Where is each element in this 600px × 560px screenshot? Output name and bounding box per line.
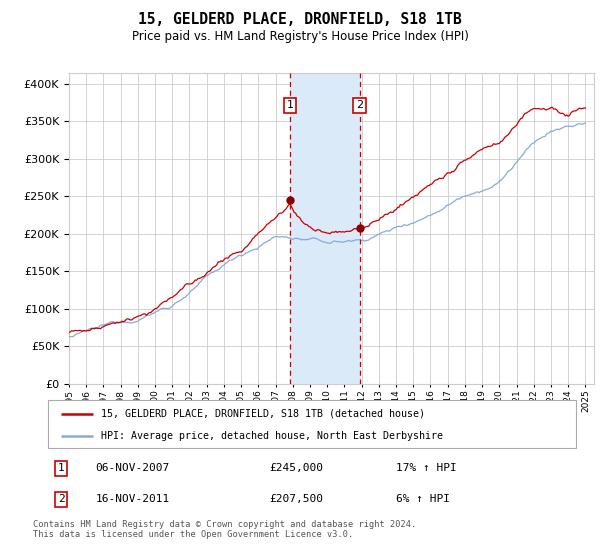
Text: £245,000: £245,000 — [270, 463, 324, 473]
Text: Contains HM Land Registry data © Crown copyright and database right 2024.
This d: Contains HM Land Registry data © Crown c… — [33, 520, 416, 539]
Text: 16-NOV-2011: 16-NOV-2011 — [95, 494, 170, 505]
Text: Price paid vs. HM Land Registry's House Price Index (HPI): Price paid vs. HM Land Registry's House … — [131, 30, 469, 43]
Text: 6% ↑ HPI: 6% ↑ HPI — [397, 494, 451, 505]
FancyBboxPatch shape — [48, 400, 576, 448]
Bar — [290, 73, 359, 384]
Text: 1: 1 — [58, 463, 65, 473]
Text: 1: 1 — [287, 100, 293, 110]
Text: 15, GELDERD PLACE, DRONFIELD, S18 1TB (detached house): 15, GELDERD PLACE, DRONFIELD, S18 1TB (d… — [101, 409, 425, 419]
Text: 15, GELDERD PLACE, DRONFIELD, S18 1TB: 15, GELDERD PLACE, DRONFIELD, S18 1TB — [138, 12, 462, 27]
Text: 2: 2 — [58, 494, 65, 505]
Text: £207,500: £207,500 — [270, 494, 324, 505]
Text: 06-NOV-2007: 06-NOV-2007 — [95, 463, 170, 473]
Text: 17% ↑ HPI: 17% ↑ HPI — [397, 463, 457, 473]
Text: 2: 2 — [356, 100, 363, 110]
Text: HPI: Average price, detached house, North East Derbyshire: HPI: Average price, detached house, Nort… — [101, 431, 443, 441]
